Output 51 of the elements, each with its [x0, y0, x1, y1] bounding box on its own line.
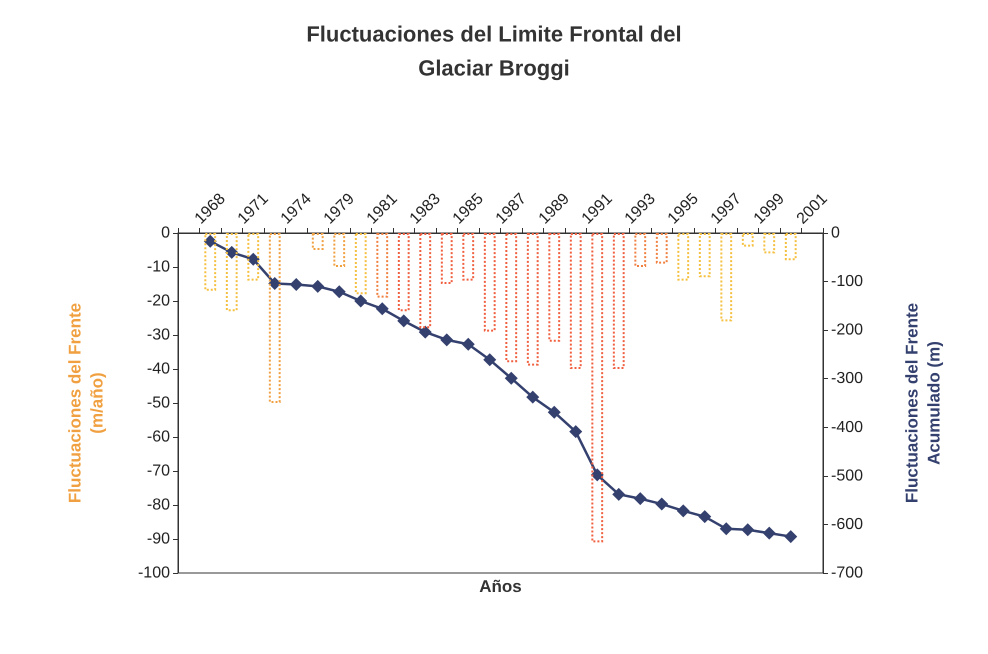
- point: [418, 326, 432, 339]
- y-axis-title: Fluctuaciones del Frente (m/año): [66, 302, 106, 504]
- y2-tick-label: -700: [831, 564, 864, 582]
- point: [332, 285, 346, 298]
- point: [311, 280, 324, 293]
- chart-title: Fluctuaciones del Limite Frontal del Glaciar Broggi: [306, 22, 682, 80]
- y2-tick-label: -300: [831, 370, 864, 388]
- point: [504, 372, 518, 385]
- y2-tick-label: -400: [831, 418, 864, 436]
- x-axis-title: Años: [479, 577, 522, 596]
- point: [204, 234, 217, 248]
- y2-tick-label: -100: [831, 273, 864, 290]
- point: [526, 390, 540, 404]
- y2-tick-label: -200: [831, 322, 864, 339]
- y-tick-label: -10: [146, 258, 170, 276]
- y2-axis-title: Fluctuaciones del Frente Acumulado (m): [902, 302, 944, 504]
- point: [634, 492, 647, 506]
- y2-tick-label: -500: [831, 467, 864, 484]
- point: [397, 314, 410, 328]
- point: [676, 504, 690, 518]
- y2-tick-label: -600: [831, 516, 864, 533]
- point: [483, 353, 496, 366]
- point: [655, 498, 668, 511]
- point: [762, 526, 776, 540]
- point: [268, 277, 282, 290]
- point: [376, 302, 389, 316]
- y-tick-label: -90: [146, 530, 170, 548]
- point: [462, 338, 475, 351]
- point: [569, 425, 582, 438]
- y-tick-label: -100: [138, 564, 170, 582]
- y-tick-label: -70: [146, 462, 170, 480]
- point: [720, 522, 733, 536]
- y-tick-label: -20: [146, 292, 170, 310]
- point: [548, 406, 561, 419]
- point: [698, 510, 712, 524]
- point: [246, 252, 260, 266]
- y-tick-label: -50: [146, 394, 170, 412]
- y-tick-label: -30: [146, 326, 170, 344]
- point: [784, 530, 798, 544]
- y-tick-label: -60: [146, 428, 170, 446]
- point: [290, 278, 303, 291]
- y2-tick-label: 0: [831, 224, 840, 242]
- point: [612, 488, 626, 501]
- point: [225, 246, 238, 259]
- y-tick-label: 0: [161, 224, 170, 242]
- point: [354, 294, 368, 308]
- y-tick-label: -40: [146, 360, 170, 378]
- point: [741, 523, 754, 536]
- point: [440, 333, 454, 346]
- point: [590, 468, 604, 482]
- y-tick-label: -80: [146, 496, 170, 514]
